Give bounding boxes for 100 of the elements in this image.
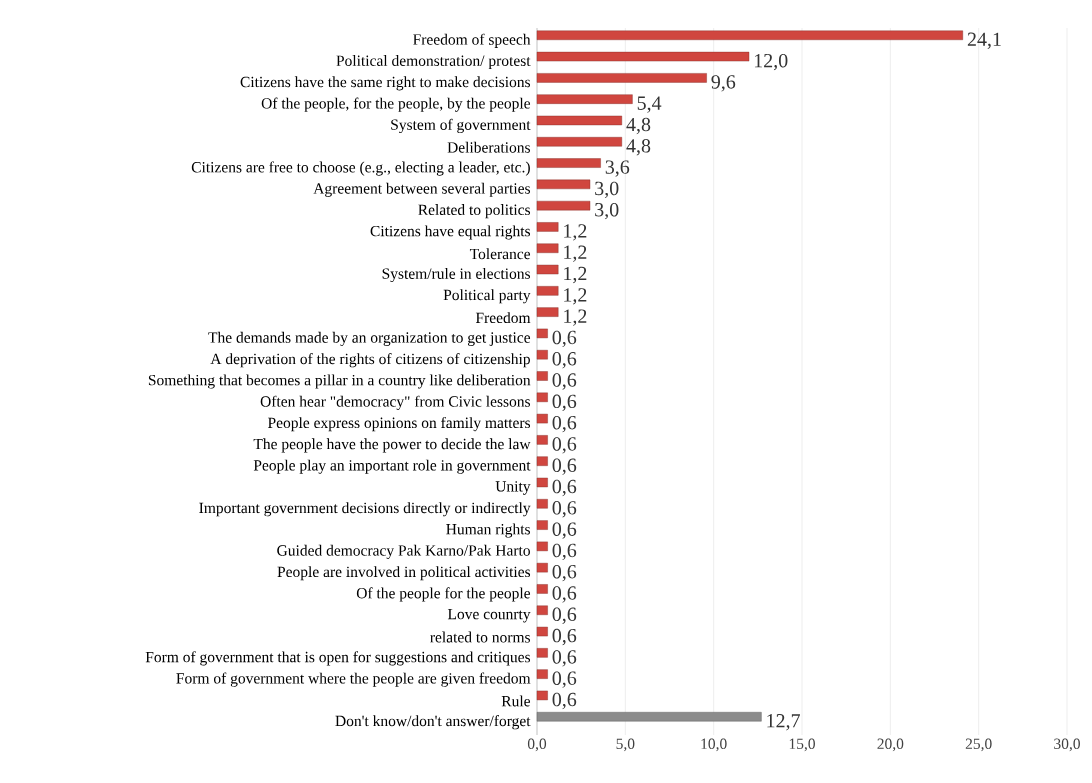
data-label: 0,6 <box>552 650 577 667</box>
y-tick-label: Political party <box>443 289 531 304</box>
data-label: 3,0 <box>595 202 619 220</box>
data-label: 12,7 <box>767 714 800 731</box>
bar <box>536 456 548 466</box>
data-label: 0,6 <box>552 415 577 433</box>
y-tick-label: Form of government where the people are given freedom <box>176 672 531 687</box>
data-label: 1,2 <box>564 288 587 305</box>
bar <box>536 605 548 615</box>
data-label: 0,6 <box>552 671 577 688</box>
data-label: 1,2 <box>564 309 587 326</box>
x-tick-label: 10,0 <box>701 738 727 752</box>
x-tick-label: 25,0 <box>965 738 992 752</box>
bar <box>536 307 559 317</box>
data-label: 1,2 <box>564 245 587 262</box>
bar <box>536 499 548 509</box>
y-tick-label: Of the people for the people <box>356 587 531 602</box>
y-tick-label: Guided democracy Pak Karno/Pak Harto <box>277 544 530 559</box>
bar <box>536 158 601 168</box>
bar <box>536 328 548 339</box>
data-label: 0,6 <box>552 394 577 411</box>
y-tick-label: Important government decisions directly or indirectly <box>199 502 531 517</box>
y-tick-label: People play an important role in government <box>253 459 531 474</box>
data-label: 12,0 <box>754 53 788 71</box>
bar <box>536 562 548 573</box>
bar <box>536 286 559 296</box>
bar <box>536 669 548 679</box>
bar <box>536 648 548 658</box>
y-tick-label: Freedom of speech <box>413 33 531 48</box>
bar <box>536 115 622 126</box>
data-label: 0,6 <box>552 628 577 646</box>
data-label: 0,6 <box>552 586 577 603</box>
data-label: 0,6 <box>552 373 577 390</box>
x-tick-label: 30,0 <box>1054 738 1080 752</box>
data-label: 0,6 <box>552 479 577 497</box>
bar <box>536 200 591 211</box>
data-label: 24,1 <box>967 32 1001 49</box>
data-label: 5,4 <box>637 96 662 113</box>
data-label: 0,6 <box>552 330 577 348</box>
data-label: 1,2 <box>564 266 587 284</box>
y-tick-label: The demands made by an organization to get justice <box>208 331 531 346</box>
data-label: 0,6 <box>552 564 577 582</box>
y-tick-label: Love counrty <box>447 609 531 623</box>
y-tick-label: Rule <box>501 695 531 707</box>
bar <box>536 626 548 637</box>
data-label: 0,6 <box>552 522 577 539</box>
data-label: 3,6 <box>605 160 630 177</box>
bar <box>536 541 548 552</box>
bar <box>536 137 622 147</box>
y-tick-label: System/rule in elections <box>382 267 531 283</box>
y-tick-label: The people have the power to decide the law <box>253 438 531 453</box>
bar <box>536 477 548 488</box>
data-label: 1,2 <box>564 224 587 241</box>
bar <box>536 690 548 701</box>
data-label: 0,6 <box>552 501 577 518</box>
bar <box>536 51 750 62</box>
data-label: 3,0 <box>595 181 619 199</box>
y-tick-label: People express opinions on family matters <box>267 416 531 432</box>
bar <box>536 73 707 83</box>
x-tick-label: 5,0 <box>616 738 635 752</box>
bar <box>536 392 548 402</box>
bar <box>536 584 548 594</box>
data-label: 0,6 <box>552 352 577 369</box>
bar <box>536 94 633 104</box>
data-label: 0,6 <box>552 458 577 475</box>
y-tick-label: Political demonstration/ protest <box>336 55 531 70</box>
bar <box>536 350 548 360</box>
bar <box>536 413 548 424</box>
y-tick-label: Tolerance <box>469 248 531 260</box>
data-label: 0,6 <box>552 437 577 454</box>
y-tick-label: Form of government that is open for suggestions and critiques <box>145 651 531 666</box>
data-label: 0,6 <box>552 543 577 561</box>
data-label: 4,8 <box>626 139 651 156</box>
bar <box>536 179 591 190</box>
bar <box>536 435 548 445</box>
x-tick-label: 15,0 <box>789 738 815 752</box>
y-tick-label: Citizens have the same right to make decisions <box>240 76 531 91</box>
data-label: 0,6 <box>552 607 577 624</box>
bar <box>536 520 548 530</box>
y-tick-label: Deliberations <box>447 141 530 153</box>
bar <box>536 371 548 381</box>
data-label: 9,6 <box>711 75 736 92</box>
bar <box>536 30 963 40</box>
y-tick-label: Don't know/don't answer/forget <box>335 715 531 730</box>
y-tick-label: Freedom <box>475 312 531 324</box>
y-tick-label: People are involved in political activities <box>277 566 531 581</box>
y-tick-label: Related to politics <box>418 204 531 219</box>
y-tick-label: System of government <box>391 118 531 134</box>
y-tick-label: Human rights <box>446 523 530 538</box>
x-tick-label: 20,0 <box>877 738 904 752</box>
y-tick-label: Often hear "democracy" from Civic lessons <box>260 395 531 410</box>
data-label: 0,6 <box>552 692 577 710</box>
bar <box>536 222 559 232</box>
y-tick-label: A deprivation of the rights of citizens of citizenship <box>210 353 530 368</box>
bar <box>536 243 559 253</box>
y-tick-label: Citizens have equal rights <box>370 225 531 240</box>
y-tick-label: Unity <box>495 481 531 495</box>
y-tick-label: Citizens are free to choose (e.g., electing a leader, etc.) <box>191 161 530 176</box>
bar <box>536 264 559 275</box>
data-label: 4,8 <box>626 117 651 135</box>
